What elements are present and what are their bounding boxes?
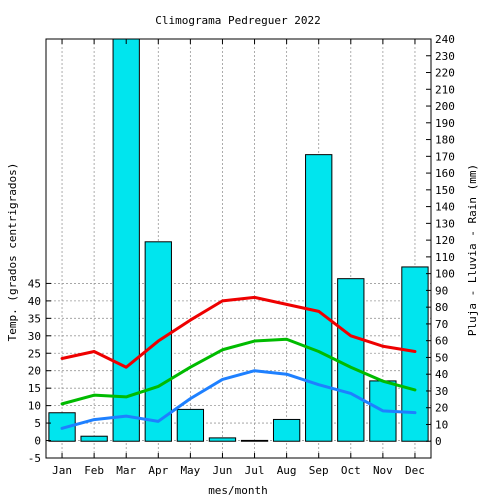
rain-bar bbox=[208, 437, 237, 442]
x-axis-tick-label: Feb bbox=[84, 464, 104, 477]
axis-ticks bbox=[46, 38, 431, 459]
right-axis-tick-label: 180 bbox=[435, 134, 455, 147]
x-axis-tick-label: Oct bbox=[341, 464, 361, 477]
right-axis-label: Pluja - Lluvia - Rain (mm) bbox=[466, 164, 479, 336]
left-axis-tick-label: 25 bbox=[28, 347, 41, 360]
right-axis-tick-label: 220 bbox=[435, 67, 455, 80]
left-axis-tick-label: 40 bbox=[28, 295, 41, 308]
x-axis-tick-label: Jan bbox=[52, 464, 72, 477]
left-axis-tick-label: 5 bbox=[34, 417, 41, 430]
right-axis-tick-label: 210 bbox=[435, 83, 455, 96]
left-axis-tick-label: 0 bbox=[34, 435, 41, 448]
right-axis-tick-label: 170 bbox=[435, 150, 455, 163]
x-axis-tick-label: Mar bbox=[116, 464, 136, 477]
x-axis-tick-label: Jun bbox=[213, 464, 233, 477]
x-axis-tick-label: Nov bbox=[373, 464, 393, 477]
temperature-series-line-1 bbox=[60, 295, 417, 369]
right-axis-tick-label: 20 bbox=[435, 402, 448, 415]
left-axis-label: Temp. (grados centrigrados) bbox=[6, 163, 19, 342]
rain-bar bbox=[112, 38, 140, 442]
rain-bar bbox=[80, 435, 108, 442]
right-axis-tick-label: 120 bbox=[435, 234, 455, 247]
right-axis-tick-label: 200 bbox=[435, 100, 455, 113]
rain-bar bbox=[144, 241, 172, 442]
x-axis-tick-label: Sep bbox=[309, 464, 329, 477]
right-axis-tick-label: 50 bbox=[435, 351, 448, 364]
right-axis-tick-label: 60 bbox=[435, 335, 448, 348]
right-axis-tick-label: 150 bbox=[435, 184, 455, 197]
rain-bars bbox=[48, 38, 429, 442]
rain-bar bbox=[272, 418, 301, 442]
right-axis-tick-label: 100 bbox=[435, 268, 455, 281]
left-axis-tick-label: 20 bbox=[28, 365, 41, 378]
left-axis-tick-label: -5 bbox=[28, 452, 41, 465]
right-axis-tick-label: 130 bbox=[435, 217, 455, 230]
axis-tick-labels: -5 0 5 10 15 20 25 30 35 40 45 0 10 20 30 40 50 60 70 80 90 1… bbox=[28, 33, 455, 477]
x-axis-tick-label: Apr bbox=[148, 464, 168, 477]
plot-frame bbox=[45, 38, 432, 459]
temperature-series-line-3 bbox=[60, 369, 417, 430]
right-axis-tick-label: 110 bbox=[435, 251, 455, 264]
right-axis-tick-label: 140 bbox=[435, 201, 455, 214]
right-axis-tick-label: 70 bbox=[435, 318, 448, 331]
chart-title: Climograma Pedreguer 2022 bbox=[155, 14, 321, 27]
rain-bar bbox=[305, 154, 333, 442]
right-axis-tick-label: 240 bbox=[435, 33, 455, 46]
temperature-series-line-2 bbox=[60, 337, 417, 406]
right-axis-tick-label: 80 bbox=[435, 301, 448, 314]
right-axis-tick-label: 40 bbox=[435, 368, 448, 381]
rain-bar bbox=[401, 266, 429, 442]
right-axis-tick-label: 0 bbox=[435, 435, 442, 448]
x-axis-tick-label: Dec bbox=[405, 464, 425, 477]
x-axis-tick-label: May bbox=[180, 464, 200, 477]
rain-bar bbox=[176, 408, 205, 442]
x-axis-tick-label: Aug bbox=[277, 464, 297, 477]
rain-bar bbox=[240, 439, 269, 442]
x-axis-tick-label: Jul bbox=[245, 464, 265, 477]
x-axis-label: mes/month bbox=[208, 484, 268, 497]
right-axis-tick-label: 10 bbox=[435, 418, 448, 431]
left-axis-tick-label: 35 bbox=[28, 312, 41, 325]
right-axis-tick-label: 190 bbox=[435, 117, 455, 130]
left-axis-tick-label: 30 bbox=[28, 330, 41, 343]
rain-bar bbox=[337, 278, 365, 442]
right-axis-tick-label: 230 bbox=[435, 50, 455, 63]
right-axis-tick-label: 30 bbox=[435, 385, 448, 398]
right-axis-tick-label: 90 bbox=[435, 284, 448, 297]
left-axis-tick-label: 45 bbox=[28, 277, 41, 290]
left-axis-tick-label: 10 bbox=[28, 400, 41, 413]
temperature-lines bbox=[60, 295, 417, 430]
left-axis-tick-label: 15 bbox=[28, 382, 41, 395]
right-axis-tick-label: 160 bbox=[435, 167, 455, 180]
